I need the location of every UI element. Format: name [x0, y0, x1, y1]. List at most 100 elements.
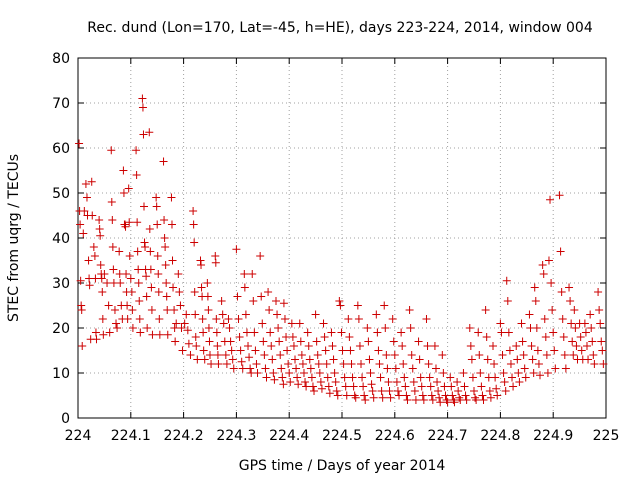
data-point	[365, 355, 374, 364]
data-point	[497, 328, 506, 337]
data-point	[245, 353, 254, 362]
data-point	[315, 369, 324, 377]
data-point	[279, 299, 288, 308]
data-point	[548, 306, 557, 314]
data-point	[159, 157, 168, 166]
data-point	[186, 351, 195, 359]
data-point	[285, 369, 294, 377]
data-point	[364, 337, 373, 346]
data-point	[248, 270, 257, 278]
y-tick-label: 10	[52, 366, 70, 382]
data-point	[296, 337, 305, 346]
data-point	[152, 202, 161, 211]
data-point	[415, 355, 424, 364]
data-point	[304, 342, 313, 350]
data-point	[317, 384, 326, 393]
data-point	[128, 324, 137, 332]
data-point	[490, 360, 499, 368]
data-point	[133, 218, 142, 227]
data-point	[227, 346, 236, 355]
data-point	[113, 324, 122, 332]
data-point	[378, 393, 387, 402]
data-point	[91, 328, 100, 337]
data-point	[77, 301, 86, 310]
data-point	[499, 369, 508, 377]
data-point	[590, 360, 599, 368]
data-point	[344, 315, 353, 323]
data-point	[493, 391, 502, 400]
data-point	[395, 391, 404, 400]
data-point	[109, 265, 118, 274]
data-point	[423, 342, 432, 350]
data-point	[279, 380, 288, 389]
data-point	[251, 346, 260, 355]
data-point	[384, 378, 393, 386]
data-point	[264, 288, 273, 296]
data-point	[416, 373, 425, 382]
data-point	[571, 324, 580, 332]
data-point	[558, 315, 567, 323]
data-point	[335, 297, 344, 305]
data-point	[145, 128, 154, 137]
x-tick-label: 224.1	[111, 428, 151, 444]
data-point	[146, 265, 155, 274]
data-point	[598, 346, 607, 355]
data-point	[197, 261, 206, 269]
data-point	[375, 360, 384, 368]
y-tick-label: 50	[52, 186, 70, 202]
data-point	[354, 315, 363, 323]
data-point	[119, 189, 128, 197]
data-point	[122, 270, 131, 278]
data-point	[589, 351, 598, 359]
data-point	[408, 364, 417, 373]
data-point	[479, 396, 488, 404]
data-point	[542, 351, 551, 359]
data-point	[295, 319, 304, 328]
data-point	[506, 360, 515, 368]
data-point	[551, 364, 560, 373]
data-point	[520, 364, 529, 373]
data-point	[454, 387, 463, 395]
data-point	[549, 328, 558, 337]
data-point	[380, 301, 389, 310]
data-point	[197, 283, 206, 292]
data-point	[199, 328, 208, 337]
data-point	[320, 333, 329, 341]
data-point	[160, 216, 169, 224]
data-point	[260, 351, 269, 359]
data-point	[206, 351, 214, 359]
data-point	[349, 382, 358, 391]
data-point	[222, 360, 231, 368]
data-point	[366, 369, 375, 377]
data-point	[401, 382, 410, 391]
data-point	[417, 382, 426, 391]
data-point	[236, 346, 245, 355]
data-point	[447, 382, 456, 391]
data-point	[191, 310, 200, 319]
data-point	[588, 337, 597, 346]
data-point	[541, 333, 550, 341]
data-point	[229, 364, 238, 373]
data-point	[80, 207, 89, 215]
data-point	[538, 261, 547, 269]
data-point	[584, 355, 593, 364]
data-point	[515, 378, 524, 386]
data-point	[76, 276, 85, 285]
data-point	[329, 355, 338, 364]
data-point	[360, 391, 369, 400]
data-point	[327, 328, 336, 337]
data-point	[148, 330, 157, 339]
data-point	[357, 360, 366, 368]
data-point	[534, 360, 543, 368]
data-point	[95, 216, 104, 224]
data-point	[110, 306, 119, 314]
data-point	[339, 360, 348, 368]
data-point	[502, 276, 511, 285]
data-point	[275, 337, 284, 346]
data-point	[205, 337, 214, 346]
data-point	[381, 324, 390, 332]
data-point	[586, 310, 595, 319]
data-point	[302, 382, 311, 391]
data-point	[361, 396, 370, 404]
